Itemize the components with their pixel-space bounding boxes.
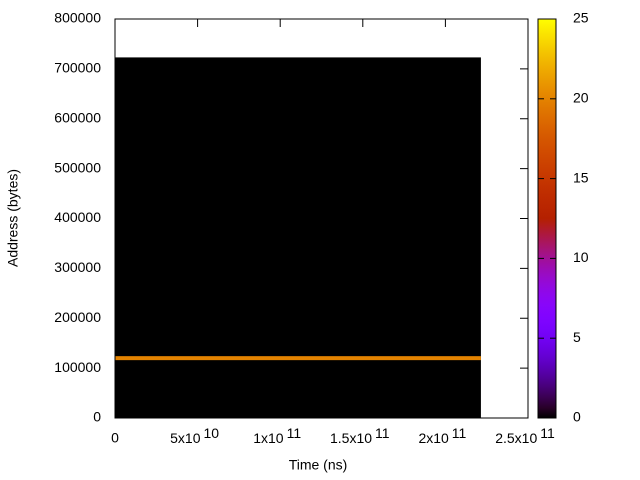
x-tick-exponent: 11 [540,425,555,441]
colorbar-tick-label: 20 [573,90,589,106]
y-tick-label: 300000 [54,259,101,275]
x-tick-exponent: 11 [287,425,302,441]
y-tick-label: 100000 [54,359,101,375]
x-axis-label: Time (ns) [289,457,348,473]
y-tick-label: 800000 [54,10,101,26]
colorbar [537,18,557,419]
x-tick-base: 2.5x10 [495,430,537,446]
y-tick-label: 200000 [54,309,101,325]
colorbar-tick-label: 0 [573,409,581,425]
x-tick-base: 2x10 [418,430,449,446]
y-tick-label: 500000 [54,159,101,175]
y-tick-label: 400000 [54,209,101,225]
x-tick-label: 1.5x10 11 [330,425,390,446]
colorbar-tick-label: 15 [573,169,589,185]
colorbar-tick-label: 5 [573,329,581,345]
heat-cell [115,57,481,419]
colorbar-tick-label: 25 [573,10,589,26]
x-tick-label: 2.5x10 11 [495,425,555,446]
x-tick-label: 1x10 11 [253,425,301,446]
y-axis-label: Address (bytes) [5,169,21,267]
y-tick-label: 0 [93,409,101,425]
x-tick-base: 1.5x10 [330,430,372,446]
x-tick-label: 0 [111,430,119,446]
x-tick-exponent: 11 [452,425,467,441]
colorbar-tick-label: 10 [573,249,589,265]
x-tick-exponent: 11 [375,425,390,441]
x-tick-base: 1x10 [253,430,284,446]
x-tick-label: 5x10 10 [170,425,219,446]
y-tick-label: 600000 [54,109,101,125]
y-tick-label: 700000 [54,60,101,76]
x-tick-label: 2x10 11 [418,425,466,446]
x-tick-base: 5x10 [170,430,201,446]
x-tick-exponent: 10 [203,425,219,441]
heat-cell [115,356,481,361]
